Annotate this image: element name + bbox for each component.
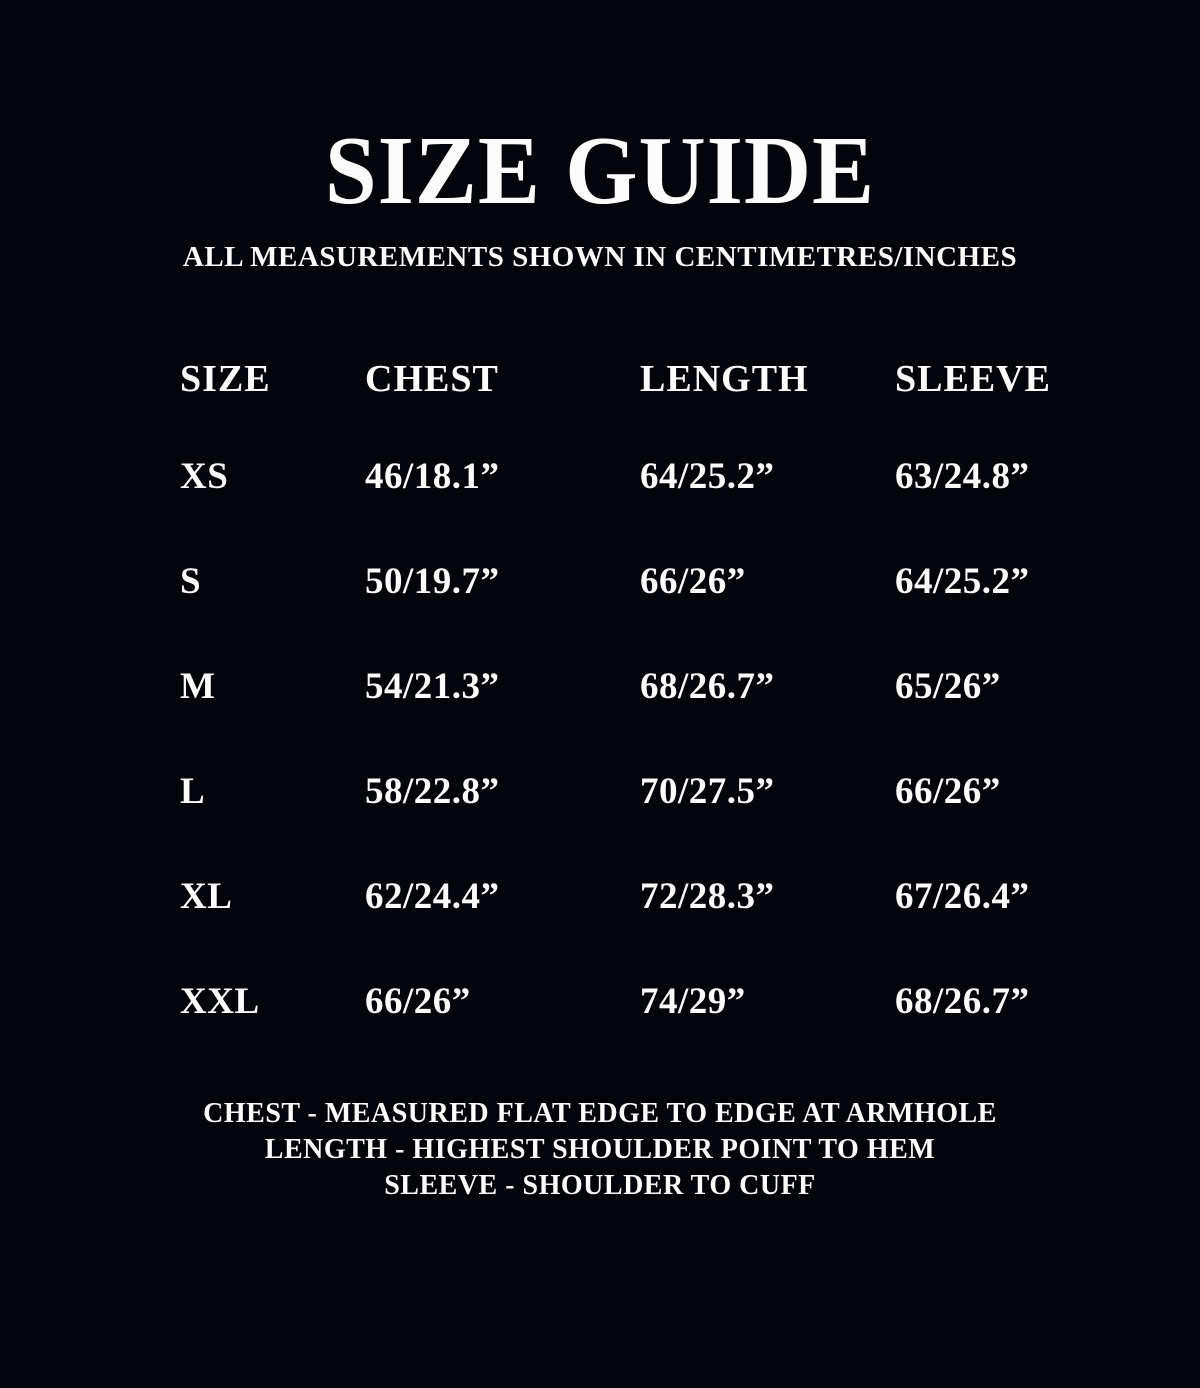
size-table: SIZE CHEST LENGTH SLEEVE XS 46/18.1” 64/25…	[180, 357, 1140, 1054]
sleeve-cell: 67/26.4”	[895, 876, 1030, 917]
table-row: XL 62/24.4” 72/28.3” 67/26.4”	[180, 844, 1140, 949]
sleeve-cell: 65/26”	[895, 666, 1001, 707]
measurement-notes: CHEST - MEASURED FLAT EDGE TO EDGE AT AR…	[0, 1096, 1200, 1204]
measurements-subtitle: ALL MEASUREMENTS SHOWN IN CENTIMETRES/IN…	[182, 241, 1018, 273]
sleeve-cell: 64/25.2”	[895, 561, 1030, 602]
page-title: SIZE GUIDE	[324, 117, 876, 225]
length-cell: 72/28.3”	[640, 876, 775, 917]
column-header-length: LENGTH	[640, 358, 809, 400]
size-cell: XS	[180, 456, 229, 497]
note-chest: CHEST - MEASURED FLAT EDGE TO EDGE AT AR…	[203, 1098, 997, 1129]
note-sleeve: SLEEVE - SHOULDER TO CUFF	[384, 1170, 816, 1201]
length-cell: 70/27.5”	[640, 771, 775, 812]
column-header-sleeve: SLEEVE	[895, 358, 1051, 400]
size-cell: M	[180, 666, 216, 707]
table-row: S 50/19.7” 66/26” 64/25.2”	[180, 529, 1140, 634]
chest-cell: 62/24.4”	[365, 876, 500, 917]
table-row: L 58/22.8” 70/27.5” 66/26”	[180, 739, 1140, 844]
size-cell: L	[180, 771, 206, 812]
length-cell: 66/26”	[640, 561, 746, 602]
table-body: XS 46/18.1” 64/25.2” 63/24.8” S 50/19.7” 66/26…	[180, 424, 1140, 1054]
sleeve-cell: 63/24.8”	[895, 456, 1030, 497]
note-length: LENGTH - HIGHEST SHOULDER POINT TO HEM	[264, 1134, 936, 1165]
table-row: M 54/21.3” 68/26.7” 65/26”	[180, 634, 1140, 739]
chest-cell: 50/19.7”	[365, 561, 500, 602]
sleeve-cell: 68/26.7”	[895, 981, 1030, 1022]
size-cell: S	[180, 561, 202, 602]
size-cell: XL	[180, 876, 233, 917]
table-header-row: SIZE CHEST LENGTH SLEEVE	[180, 357, 1140, 401]
column-header-size: SIZE	[180, 358, 271, 400]
column-header-chest: CHEST	[365, 358, 499, 400]
chest-cell: 46/18.1”	[365, 456, 500, 497]
chest-cell: 54/21.3”	[365, 666, 500, 707]
length-cell: 68/26.7”	[640, 666, 775, 707]
size-cell: XXL	[180, 981, 260, 1022]
chest-cell: 58/22.8”	[365, 771, 500, 812]
table-row: XXL 66/26” 74/29” 68/26.7”	[180, 949, 1140, 1054]
table-row: XS 46/18.1” 64/25.2” 63/24.8”	[180, 424, 1140, 529]
length-cell: 64/25.2”	[640, 456, 775, 497]
sleeve-cell: 66/26”	[895, 771, 1001, 812]
length-cell: 74/29”	[640, 981, 746, 1022]
chest-cell: 66/26”	[365, 981, 471, 1022]
